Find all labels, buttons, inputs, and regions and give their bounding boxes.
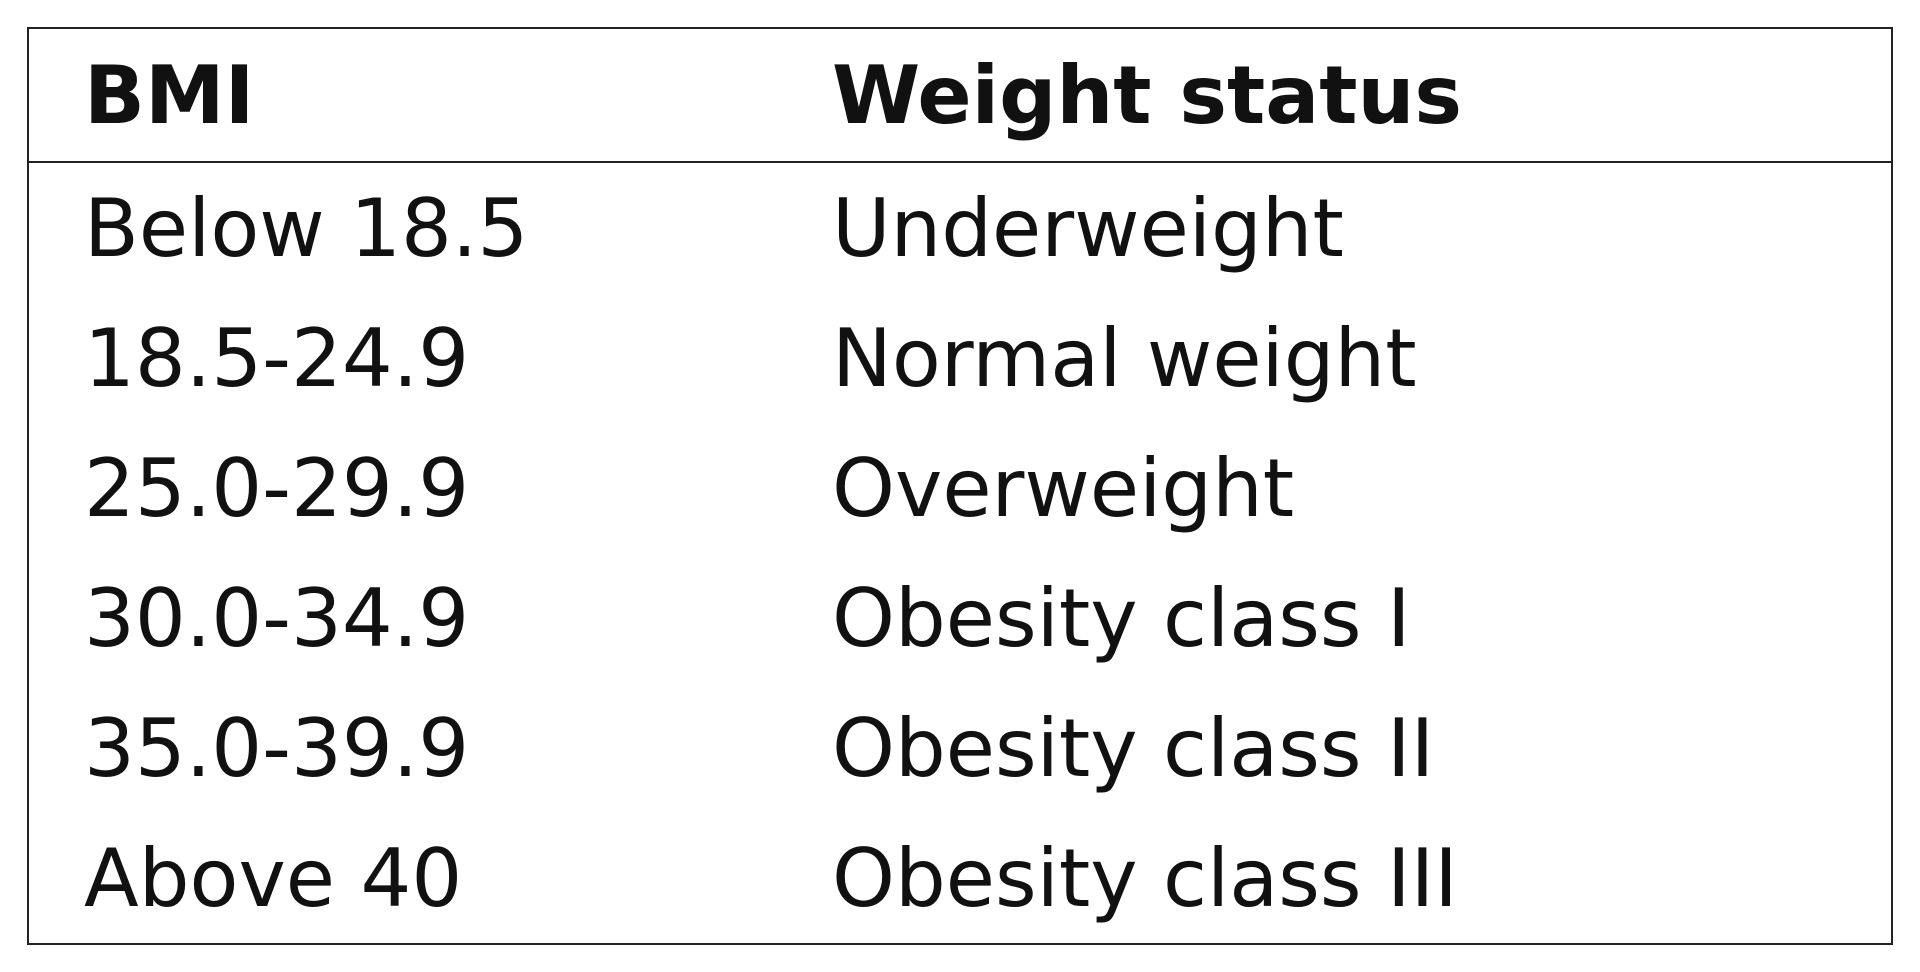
table-cell: Obesity class III (832, 831, 1458, 925)
table-body: Below 18.5 Underweight 18.5-24.9 Normal wei… (28, 162, 1892, 944)
table-row: 35.0-39.9 Obesity class II (28, 683, 1892, 813)
bmi-table: BMI Weight status Below 18.5 Underweight 1… (27, 27, 1893, 945)
table-row: Below 18.5 Underweight (28, 162, 1892, 293)
table-cell: Below 18.5 (84, 181, 529, 275)
table-row: 30.0-34.9 Obesity class I (28, 553, 1892, 683)
table-cell: 30.0-34.9 (84, 571, 470, 665)
table-row: Above 40 Obesity class III (28, 813, 1892, 944)
header-cell: Weight status (777, 28, 1892, 163)
table-cell: 18.5-24.9 (84, 311, 470, 405)
table-cell: Above 40 (84, 831, 463, 925)
table-cell: Overweight (832, 441, 1295, 535)
table-header: BMI Weight status (28, 28, 1892, 163)
table-cell: Underweight (832, 181, 1344, 275)
table-cell: Obesity class I (832, 571, 1411, 665)
table-cell: Normal weight (832, 311, 1417, 405)
table-row: 18.5-24.9 Normal weight (28, 293, 1892, 423)
table-cell: 35.0-39.9 (84, 701, 470, 795)
header-cell: BMI (28, 28, 777, 163)
table-cell: 25.0-29.9 (84, 441, 470, 535)
table-cell: Obesity class II (832, 701, 1435, 795)
header-row: BMI Weight status (28, 28, 1892, 163)
table-row: 25.0-29.9 Overweight (28, 423, 1892, 553)
